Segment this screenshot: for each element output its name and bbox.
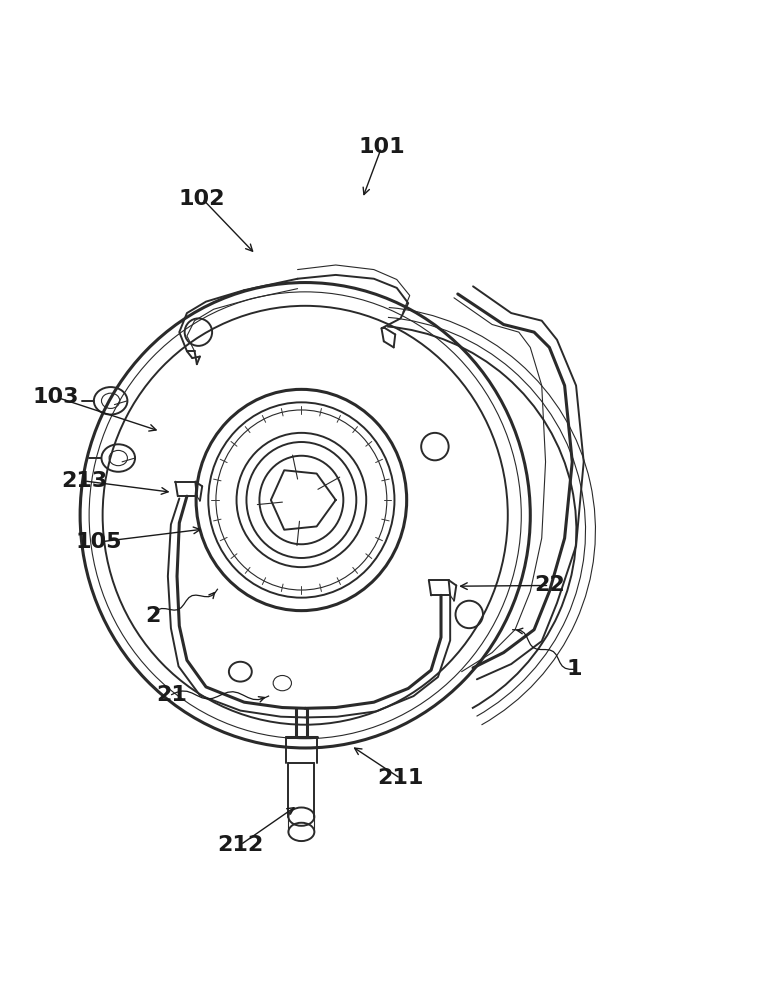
Text: 22: 22 bbox=[534, 575, 565, 595]
Text: 213: 213 bbox=[61, 471, 107, 491]
Text: 101: 101 bbox=[358, 137, 405, 157]
Text: 212: 212 bbox=[217, 835, 263, 855]
Text: 102: 102 bbox=[179, 189, 225, 209]
Text: 1: 1 bbox=[566, 659, 581, 679]
Text: 21: 21 bbox=[156, 685, 187, 705]
Text: 103: 103 bbox=[33, 387, 79, 407]
Text: 2: 2 bbox=[145, 606, 160, 626]
Text: 211: 211 bbox=[378, 768, 423, 788]
Text: 105: 105 bbox=[76, 532, 122, 552]
